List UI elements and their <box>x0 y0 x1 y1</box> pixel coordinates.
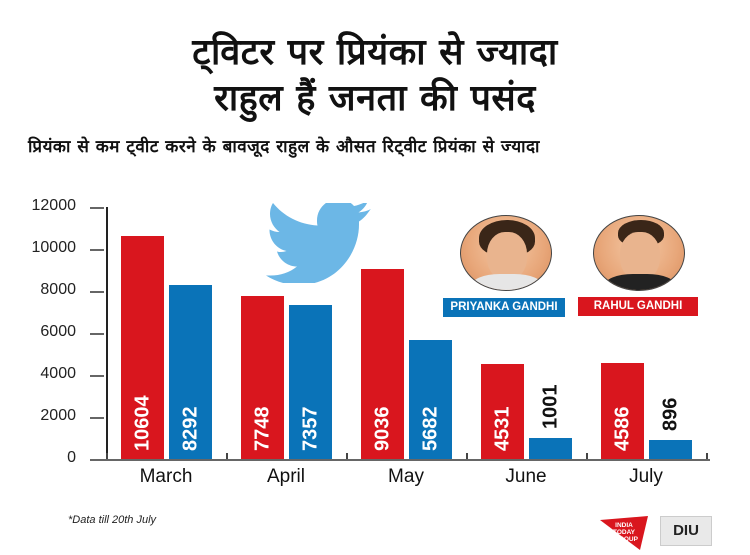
bar-july-rahul: 4586 <box>601 362 644 459</box>
bar-june-priyanka <box>529 437 572 459</box>
diu-logo: DIU <box>660 516 712 546</box>
diu-logo-text: DIU <box>673 522 699 539</box>
y-tick-label: 10000 <box>31 239 77 256</box>
twitter-bird-icon <box>266 203 371 283</box>
x-tick-mark <box>226 453 228 459</box>
bar-value-label: 8292 <box>179 406 201 451</box>
bar-value-label: 896 <box>659 397 681 432</box>
x-tick-mark <box>706 453 708 459</box>
bar-value-label: 7748 <box>251 406 273 451</box>
y-tick-mark <box>90 375 104 377</box>
x-axis-line <box>90 459 710 461</box>
x-tick-mark <box>466 453 468 459</box>
legend-priyanka: PRIYANKA GANDHI <box>443 298 565 317</box>
rahul-gandhi-photo <box>593 215 685 291</box>
bar-july-priyanka <box>649 440 692 459</box>
x-axis-label-march: March <box>139 466 193 487</box>
bar-april-rahul: 7748 <box>241 296 284 459</box>
bar-march-rahul: 10604 <box>121 236 164 459</box>
chart-subtitle: प्रियंका से कम ट्वीट करने के बावजूद राहु… <box>28 137 540 157</box>
bar-march-priyanka: 8292 <box>169 284 212 459</box>
x-tick-mark <box>346 453 348 459</box>
bar-value-label: 4586 <box>611 406 633 451</box>
bar-may-priyanka: 5682 <box>409 339 452 459</box>
x-tick-mark <box>106 453 108 459</box>
y-tick-label: 2000 <box>40 407 76 424</box>
y-tick-mark <box>90 291 104 293</box>
bar-june-rahul: 4531 <box>481 363 524 459</box>
y-tick-mark <box>90 249 104 251</box>
svg-text:GROUP: GROUP <box>614 536 639 543</box>
svg-text:INDIA: INDIA <box>615 522 633 529</box>
x-axis-label-may: May <box>388 466 424 487</box>
footnote: *Data till 20th July <box>68 514 157 526</box>
chart-title-line-2: राहुल हैं जनता की पसंद <box>214 78 536 119</box>
bar-may-rahul: 9036 <box>361 269 404 459</box>
bar-value-label: 9036 <box>371 406 393 451</box>
svg-text:TODAY: TODAY <box>613 529 636 536</box>
y-tick-label: 6000 <box>40 323 76 340</box>
bar-value-label: 4531 <box>491 406 513 451</box>
y-tick-mark <box>90 333 104 335</box>
chart-title-line-1: ट्विटर पर प्रियंका से ज्यादा <box>192 32 558 73</box>
y-tick-label: 4000 <box>40 365 76 382</box>
legend-rahul: RAHUL GANDHI <box>578 297 698 316</box>
india-today-group-logo: INDIA TODAY GROUP <box>600 516 648 550</box>
bar-value-label: 1001 <box>539 384 561 429</box>
y-tick-mark <box>90 207 104 209</box>
y-axis-line <box>106 207 108 460</box>
y-tick-label: 12000 <box>31 197 77 214</box>
bar-april-priyanka: 7357 <box>289 304 332 459</box>
y-tick-mark <box>90 459 104 461</box>
y-tick-label: 0 <box>67 449 76 466</box>
bar-value-label: 7357 <box>299 406 321 451</box>
bar-value-label: 5682 <box>419 406 441 451</box>
priyanka-gandhi-photo <box>460 215 552 291</box>
y-tick-label: 8000 <box>40 281 76 298</box>
x-axis-label-april: April <box>266 466 305 487</box>
x-axis-label-june: June <box>505 466 547 487</box>
bar-value-label: 10604 <box>131 395 153 451</box>
x-tick-mark <box>586 453 588 459</box>
x-axis-label-july: July <box>629 466 663 487</box>
y-tick-mark <box>90 417 104 419</box>
